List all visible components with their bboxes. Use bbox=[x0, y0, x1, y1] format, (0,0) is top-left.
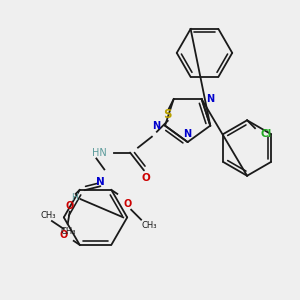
Text: N: N bbox=[96, 177, 105, 187]
Text: O: O bbox=[60, 230, 68, 240]
Text: O: O bbox=[66, 201, 74, 211]
Text: CH₃: CH₃ bbox=[40, 211, 56, 220]
Text: Cl: Cl bbox=[261, 129, 272, 139]
Text: CH₃: CH₃ bbox=[60, 227, 76, 236]
Text: O: O bbox=[123, 199, 131, 209]
Text: O: O bbox=[142, 173, 150, 183]
Text: S: S bbox=[164, 108, 172, 122]
Text: CH₃: CH₃ bbox=[141, 221, 157, 230]
Text: N: N bbox=[152, 121, 160, 130]
Text: H: H bbox=[71, 193, 78, 202]
Text: N: N bbox=[206, 94, 214, 104]
Text: N: N bbox=[184, 129, 192, 139]
Text: HN: HN bbox=[92, 148, 106, 158]
